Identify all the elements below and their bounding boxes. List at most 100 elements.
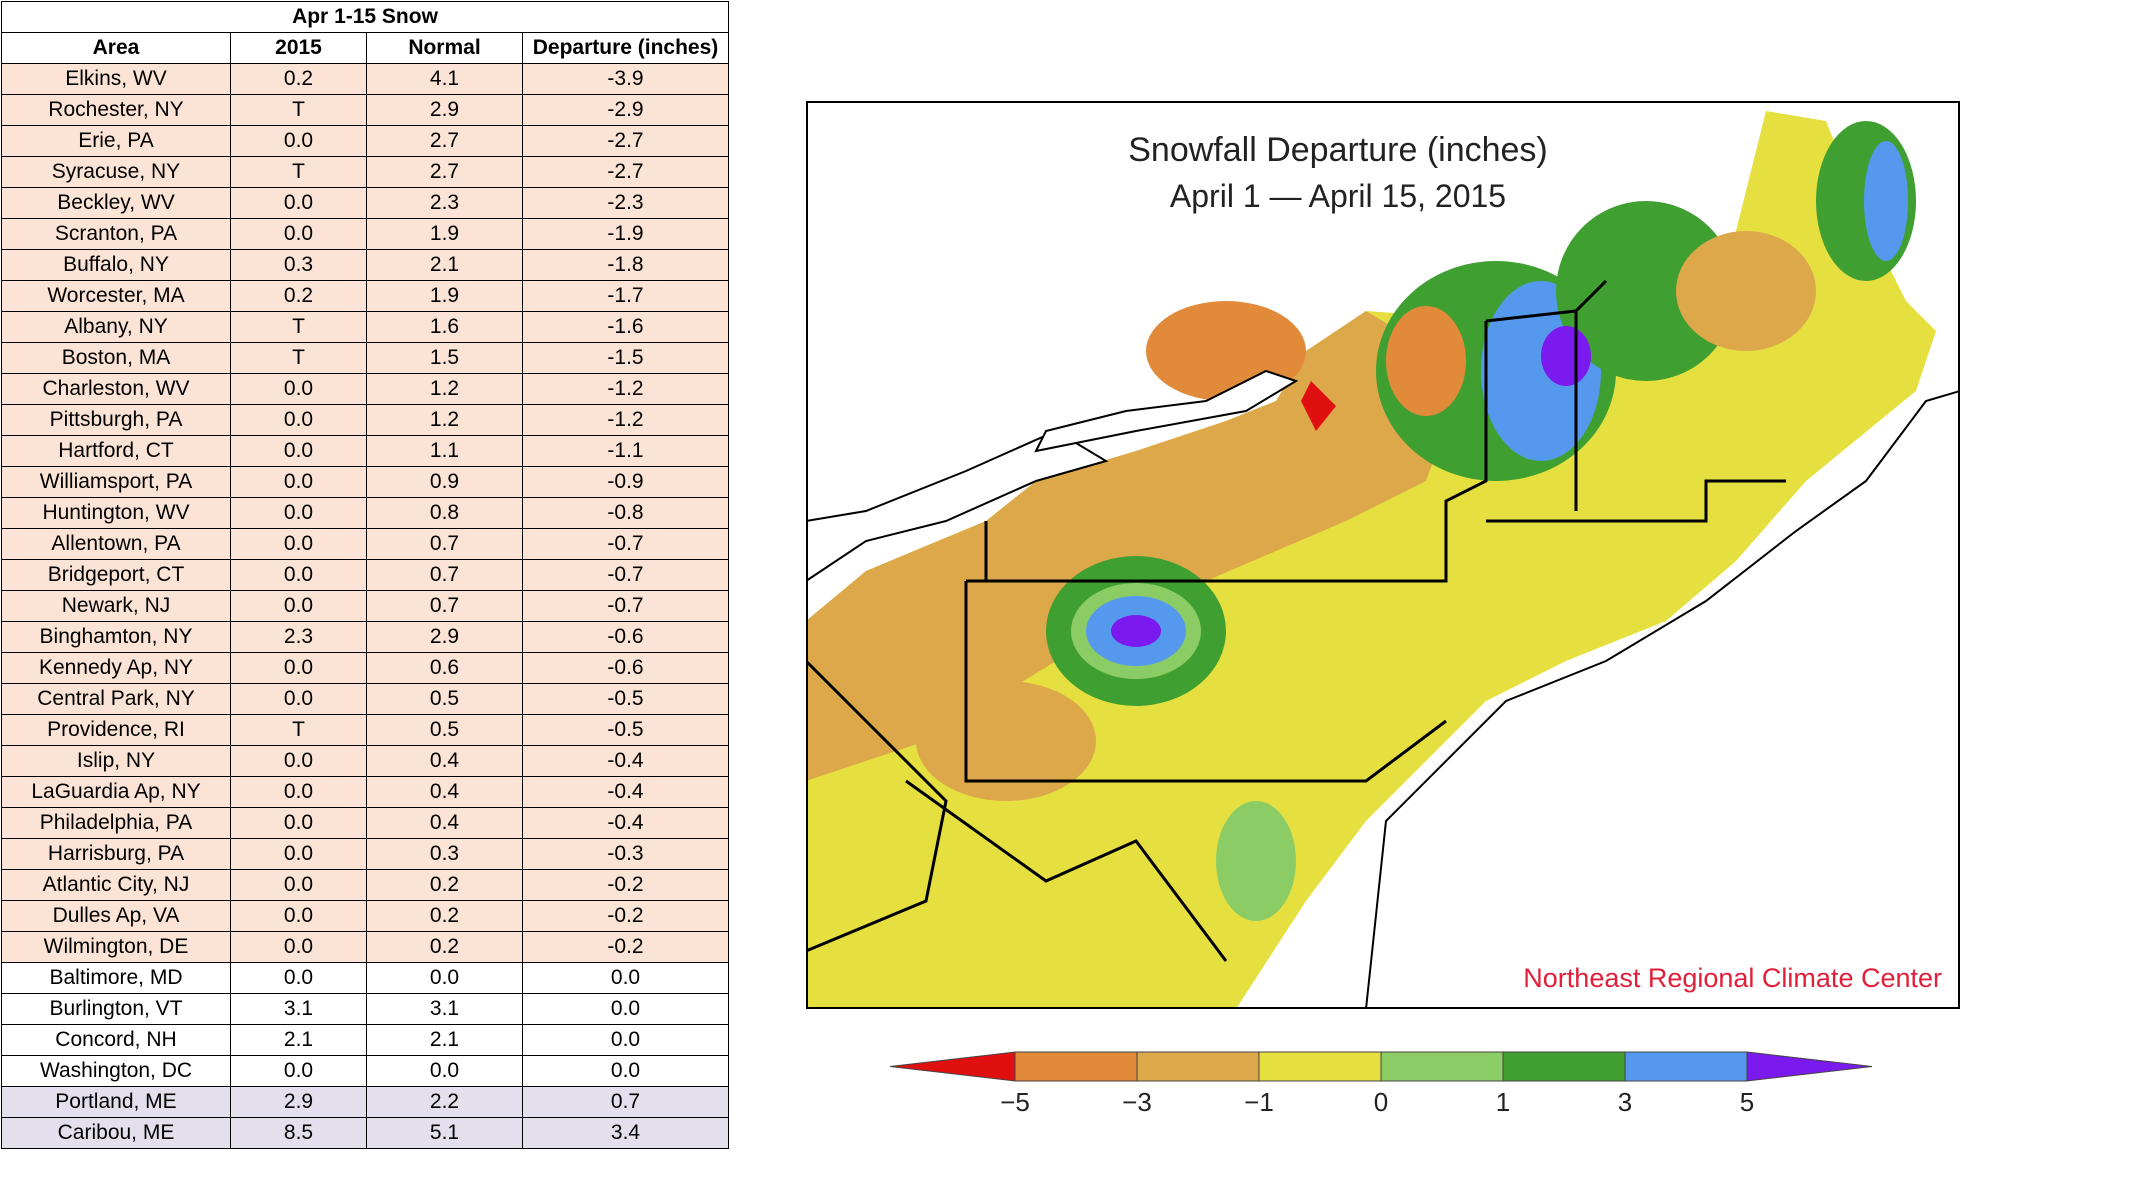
area-cell: Newark, NJ xyxy=(1,590,231,622)
value-cell: -0.9 xyxy=(522,466,729,498)
value-cell: 0.0 xyxy=(230,435,367,467)
value-cell: 0.0 xyxy=(230,807,367,839)
area-cell: Atlantic City, NJ xyxy=(1,869,231,901)
table-row: Portland, ME 2.9 2.2 0.7 xyxy=(1,1086,729,1118)
value-cell: 0.0 xyxy=(230,528,367,560)
value-cell: 0.7 xyxy=(366,528,523,560)
colorbar-label: 0 xyxy=(1374,1087,1388,1117)
area-cell: Huntington, WV xyxy=(1,497,231,529)
value-cell: T xyxy=(230,156,367,188)
value-cell: 8.5 xyxy=(230,1117,367,1149)
value-cell: 1.9 xyxy=(366,218,523,250)
header-row: Area 2015 Normal Departure (inches) xyxy=(1,32,729,64)
table-row: Atlantic City, NJ 0.0 0.2 -0.2 xyxy=(1,869,729,901)
colorbar-label: 5 xyxy=(1740,1087,1754,1117)
value-cell: 0.2 xyxy=(366,869,523,901)
value-cell: 0.0 xyxy=(230,776,367,808)
table-row: Kennedy Ap, NY 0.0 0.6 -0.6 xyxy=(1,652,729,684)
area-cell: Pittsburgh, PA xyxy=(1,404,231,436)
colorbar-box xyxy=(1502,1051,1626,1082)
value-cell: -0.5 xyxy=(522,714,729,746)
area-cell: Binghamton, NY xyxy=(1,621,231,653)
value-cell: T xyxy=(230,342,367,374)
area-cell: Islip, NY xyxy=(1,745,231,777)
value-cell: -0.4 xyxy=(522,807,729,839)
value-cell: 0.3 xyxy=(366,838,523,870)
value-cell: 2.1 xyxy=(366,1024,523,1056)
value-cell: -0.6 xyxy=(522,621,729,653)
value-cell: 0.7 xyxy=(366,559,523,591)
table-row: Bridgeport, CT 0.0 0.7 -0.7 xyxy=(1,559,729,591)
value-cell: 3.4 xyxy=(522,1117,729,1149)
area-cell: Allentown, PA xyxy=(1,528,231,560)
area-cell: Worcester, MA xyxy=(1,280,231,312)
area-cell: Wilmington, DE xyxy=(1,931,231,963)
table-row: Central Park, NY 0.0 0.5 -0.5 xyxy=(1,683,729,715)
snow-table: Apr 1-15 Snow Area 2015 Normal Departure (i… xyxy=(1,1,729,1149)
area-cell: Kennedy Ap, NY xyxy=(1,652,231,684)
value-cell: 0.0 xyxy=(230,931,367,963)
value-cell: 0.0 xyxy=(366,962,523,994)
value-cell: 0.2 xyxy=(366,931,523,963)
value-cell: 0.3 xyxy=(230,249,367,281)
area-cell: Burlington, VT xyxy=(1,993,231,1025)
value-cell: 0.0 xyxy=(230,373,367,405)
area-cell: Rochester, NY xyxy=(1,94,231,126)
value-cell: 1.9 xyxy=(366,280,523,312)
map-credit: Northeast Regional Climate Center xyxy=(1523,963,1942,993)
area-cell: Philadelphia, PA xyxy=(1,807,231,839)
value-cell: -1.8 xyxy=(522,249,729,281)
colorbar-box xyxy=(1380,1051,1504,1082)
area-cell: Albany, NY xyxy=(1,311,231,343)
value-cell: 5.1 xyxy=(366,1117,523,1149)
column-header: Area xyxy=(1,32,231,64)
value-cell: 2.7 xyxy=(366,156,523,188)
value-cell: -0.2 xyxy=(522,900,729,932)
table-row: Harrisburg, PA 0.0 0.3 -0.3 xyxy=(1,838,729,870)
value-cell: 1.1 xyxy=(366,435,523,467)
value-cell: -1.5 xyxy=(522,342,729,374)
value-cell: 0.0 xyxy=(230,900,367,932)
value-cell: 0.2 xyxy=(230,280,367,312)
area-cell: LaGuardia Ap, NY xyxy=(1,776,231,808)
value-cell: 3.1 xyxy=(230,993,367,1025)
table-row: Elkins, WV 0.2 4.1 -3.9 xyxy=(1,63,729,95)
value-cell: 0.8 xyxy=(366,497,523,529)
table-row: Williamsport, PA 0.0 0.9 -0.9 xyxy=(1,466,729,498)
colorbar-label: 1 xyxy=(1496,1087,1510,1117)
value-cell: 2.9 xyxy=(366,621,523,653)
value-cell: 0.0 xyxy=(230,404,367,436)
colorbar-label: 3 xyxy=(1618,1087,1632,1117)
column-header: 2015 xyxy=(230,32,367,64)
value-cell: -1.7 xyxy=(522,280,729,312)
table-row: Allentown, PA 0.0 0.7 -0.7 xyxy=(1,528,729,560)
area-cell: Providence, RI xyxy=(1,714,231,746)
value-cell: 2.3 xyxy=(366,187,523,219)
value-cell: 0.0 xyxy=(522,1055,729,1087)
value-cell: 1.6 xyxy=(366,311,523,343)
value-cell: 2.2 xyxy=(366,1086,523,1118)
value-cell: 0.0 xyxy=(230,187,367,219)
value-cell: 0.4 xyxy=(366,776,523,808)
value-cell: 0.2 xyxy=(230,63,367,95)
area-cell: Scranton, PA xyxy=(1,218,231,250)
value-cell: 0.0 xyxy=(230,683,367,715)
area-cell: Concord, NH xyxy=(1,1024,231,1056)
value-cell: -1.2 xyxy=(522,373,729,405)
value-cell: 0.4 xyxy=(366,807,523,839)
table-row: Syracuse, NY T 2.7 -2.7 xyxy=(1,156,729,188)
value-cell: 2.1 xyxy=(230,1024,367,1056)
value-cell: -0.4 xyxy=(522,776,729,808)
value-cell: 0.6 xyxy=(366,652,523,684)
table-body: Elkins, WV 0.2 4.1 -3.9 Rochester, NY T 2.9 -2.… xyxy=(1,63,729,1149)
table-row: Binghamton, NY 2.3 2.9 -0.6 xyxy=(1,621,729,653)
value-cell: 3.1 xyxy=(366,993,523,1025)
value-cell: 0.0 xyxy=(522,993,729,1025)
value-cell: -0.4 xyxy=(522,745,729,777)
value-cell: -0.2 xyxy=(522,869,729,901)
table-row: Burlington, VT 3.1 3.1 0.0 xyxy=(1,993,729,1025)
value-cell: -2.9 xyxy=(522,94,729,126)
value-cell: 0.7 xyxy=(522,1086,729,1118)
value-cell: 0.0 xyxy=(522,962,729,994)
